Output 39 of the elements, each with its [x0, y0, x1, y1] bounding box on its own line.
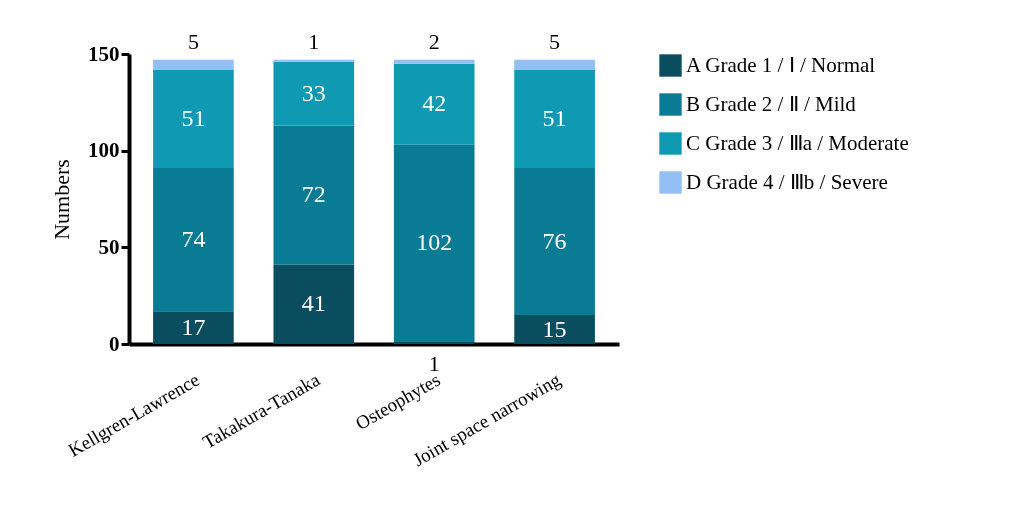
- data-label: 17: [181, 313, 206, 340]
- data-label: 15: [542, 315, 567, 342]
- legend-label: A Grade 1 / Ⅰ / Normal: [686, 52, 876, 77]
- data-label: 33: [301, 79, 326, 106]
- data-label: 42: [422, 90, 447, 117]
- legend-label: D Grade 4 / Ⅲb / Severe: [686, 169, 888, 194]
- data-label: 5: [549, 28, 561, 54]
- bar: [153, 69, 234, 169]
- y-tick-label: 50: [98, 234, 120, 259]
- legend-label: B Grade 2 / Ⅱ / Mild: [686, 91, 857, 116]
- data-label: 41: [301, 290, 326, 317]
- bar: [273, 264, 355, 344]
- data-label: 72: [301, 181, 326, 208]
- y-tick-label: 100: [88, 138, 120, 163]
- data-label: 1: [308, 28, 320, 54]
- bar: [153, 59, 234, 70]
- bar: [514, 69, 595, 169]
- bar: [514, 59, 595, 70]
- data-label: 102: [416, 229, 453, 256]
- bar: [393, 63, 475, 145]
- bar: [153, 168, 234, 312]
- bar: [273, 125, 355, 265]
- bar: [273, 61, 355, 126]
- bar: [153, 311, 234, 344]
- data-label: 76: [542, 227, 567, 254]
- data-label: 1: [428, 351, 440, 376]
- y-tick-label: 150: [88, 41, 120, 66]
- data-label: 74: [181, 225, 206, 252]
- data-label: 5: [187, 28, 199, 54]
- bar: [514, 168, 595, 315]
- data-label: 2: [428, 28, 440, 54]
- bar: [393, 144, 475, 343]
- legend-label: C Grade 3 / Ⅲa / Moderate: [686, 130, 909, 155]
- data-label: 51: [181, 104, 206, 131]
- bar: [514, 315, 595, 344]
- data-label: 51: [542, 104, 567, 131]
- bar: [393, 59, 475, 64]
- y-tick-label: 0: [109, 331, 120, 356]
- y-axis-title: Numbers: [49, 159, 74, 240]
